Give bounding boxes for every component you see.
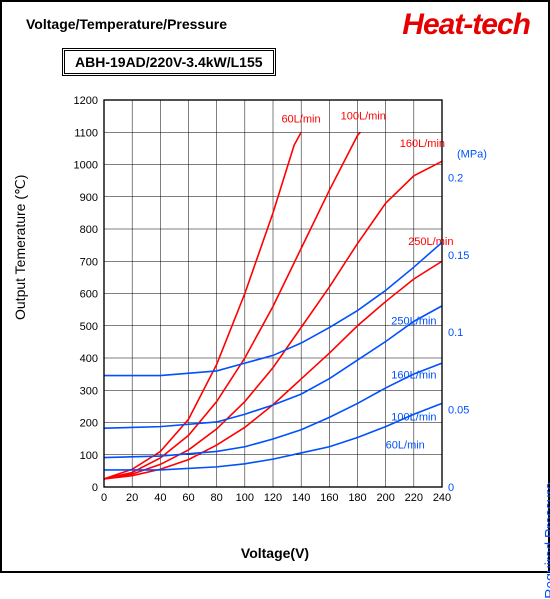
svg-text:40: 40 [154,492,166,504]
svg-text:200: 200 [376,492,394,504]
svg-text:0: 0 [448,482,454,494]
chart-svg: 0204060801001201401601802002202400100200… [70,92,490,517]
svg-text:300: 300 [80,385,98,397]
brand-logo: Heat-tech [402,8,530,42]
svg-text:60L/min: 60L/min [281,114,320,126]
page-title: Voltage/Temperature/Pressure [26,16,227,32]
svg-text:200: 200 [80,418,98,430]
svg-text:60L/min: 60L/min [386,439,425,451]
svg-text:0.1: 0.1 [448,327,463,339]
svg-text:250L/min: 250L/min [408,236,453,248]
svg-text:100: 100 [80,450,98,462]
svg-text:1200: 1200 [74,95,98,107]
svg-text:(MPa): (MPa) [457,148,487,160]
svg-text:80: 80 [211,492,223,504]
page: Voltage/Temperature/Pressure Heat-tech A… [0,0,550,573]
svg-text:0: 0 [92,482,98,494]
svg-text:100: 100 [236,492,254,504]
y-axis-label: Output Temerature (℃) [12,175,29,320]
svg-text:20: 20 [126,492,138,504]
svg-text:160L/min: 160L/min [391,370,436,382]
svg-text:140: 140 [292,492,310,504]
svg-text:220: 220 [405,492,423,504]
svg-text:400: 400 [80,353,98,365]
model-box: ABH-19AD/220V-3.4kW/L155 [62,48,276,76]
svg-text:0: 0 [101,492,107,504]
chart: 0204060801001201401601802002202400100200… [70,92,490,517]
svg-text:120: 120 [264,492,282,504]
svg-text:160L/min: 160L/min [400,138,445,150]
svg-text:800: 800 [80,224,98,236]
svg-text:1000: 1000 [74,160,98,172]
svg-text:100L/min: 100L/min [341,110,386,122]
svg-text:0.2: 0.2 [448,172,463,184]
svg-text:60: 60 [182,492,194,504]
svg-text:600: 600 [80,289,98,301]
svg-text:180: 180 [348,492,366,504]
y2-axis-label: Required Pressure [542,482,550,599]
svg-text:0.15: 0.15 [448,250,469,262]
svg-text:500: 500 [80,321,98,333]
svg-text:700: 700 [80,256,98,268]
x-axis-label: Voltage(V) [2,545,548,561]
svg-text:0.05: 0.05 [448,405,469,417]
svg-text:1100: 1100 [74,127,98,139]
svg-text:160: 160 [320,492,338,504]
svg-text:900: 900 [80,192,98,204]
